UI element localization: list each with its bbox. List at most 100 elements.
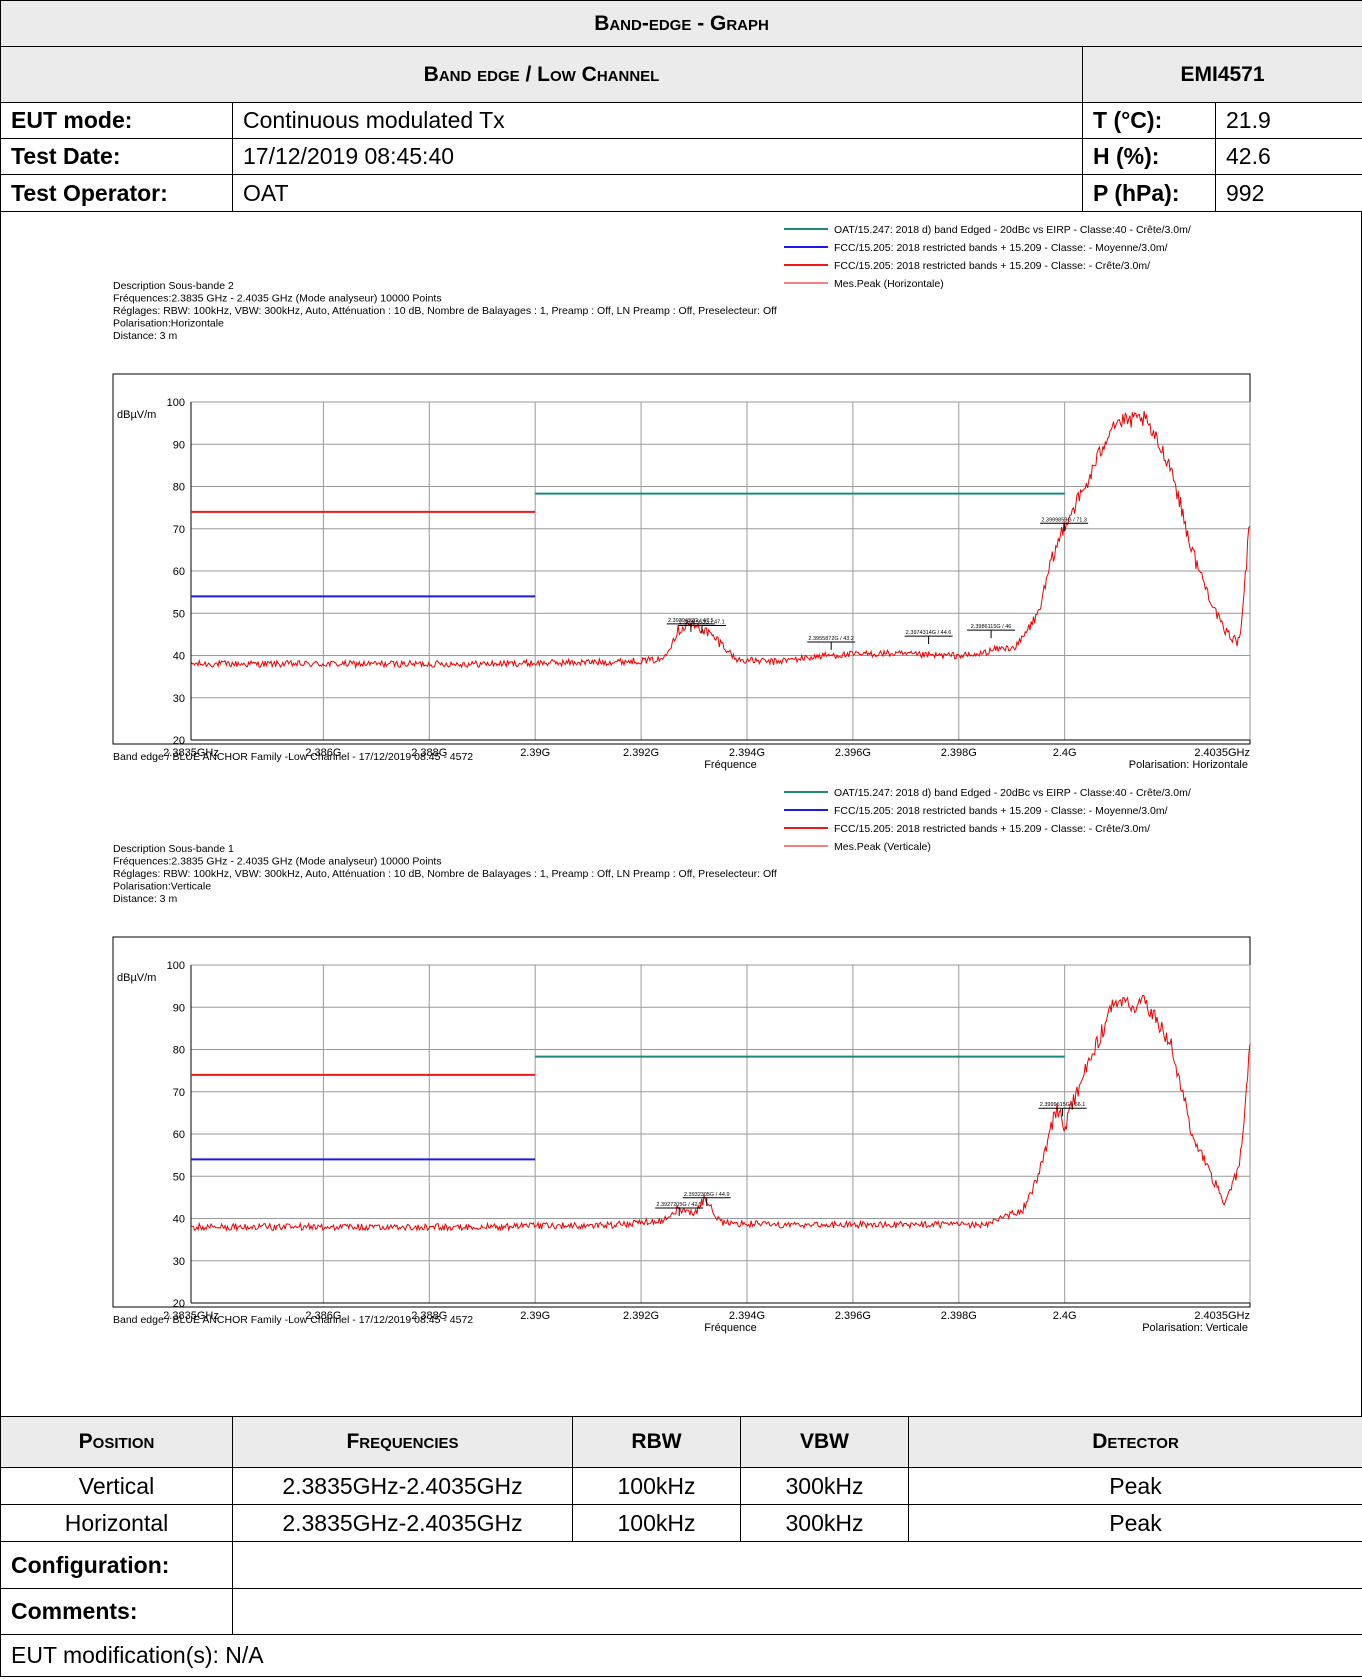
x-tick-label: 2.388G: [411, 1310, 447, 1322]
pressure-value: 992: [1214, 174, 1362, 212]
humidity-label: H (%):: [1082, 138, 1216, 175]
y-tick-label: 60: [173, 1129, 185, 1141]
x-tick-label: 2.398G: [941, 747, 977, 759]
chart-description-line: Distance: 3 m: [113, 893, 177, 905]
x-tick-label: 2.392G: [623, 747, 659, 759]
temperature-label: T (°C):: [1082, 102, 1216, 139]
chart-frame: [112, 936, 1251, 1308]
configuration-label: Configuration:: [0, 1541, 233, 1589]
y-tick-label: 90: [173, 1002, 185, 1014]
test-date-label: Test Date:: [0, 138, 233, 175]
chart-footer: Band edge / BLUE ANCHOR Family -Low Chan…: [113, 1314, 473, 1326]
chart-2: OAT/15.247: 2018 d) band Edged - 20dBc v…: [112, 787, 1251, 1334]
x-tick-label: 2.4G: [1053, 747, 1077, 759]
x-tick-label: 2.3835GHz: [163, 1310, 219, 1322]
y-tick-label: 80: [173, 482, 185, 494]
x-tick-label: 2.4035GHz: [1194, 747, 1250, 759]
col-header-frequencies: Frequencies: [232, 1416, 573, 1468]
col-header-position: Position: [0, 1416, 233, 1468]
chart-description-line: Fréquences:2.3835 GHz - 2.4035 GHz (Mode…: [113, 856, 442, 868]
test-operator-value: OAT: [232, 174, 1083, 212]
x-tick-label: 2.388G: [411, 747, 447, 759]
y-tick-label: 100: [167, 960, 185, 972]
comments-value: [232, 1588, 1362, 1635]
chart-description-line: Distance: 3 m: [113, 330, 177, 342]
x-tick-label: 2.392G: [623, 1310, 659, 1322]
y-tick-label: 30: [173, 693, 185, 705]
cell-rbw: 100kHz: [572, 1467, 741, 1505]
legend-entry: FCC/15.205: 2018 restricted bands + 15.2…: [834, 242, 1168, 254]
legend-entry: FCC/15.205: 2018 restricted bands + 15.2…: [834, 260, 1150, 272]
y-axis-label: dBµV/m: [117, 409, 156, 421]
graphs-section: OAT/15.247: 2018 d) band Edged - 20dBc v…: [0, 211, 1362, 1417]
y-tick-label: 50: [173, 1171, 185, 1183]
chart-description-line: Fréquences:2.3835 GHz - 2.4035 GHz (Mode…: [113, 293, 442, 305]
y-tick-label: 70: [173, 524, 185, 536]
y-tick-label: 40: [173, 651, 185, 663]
legend-entry: OAT/15.247: 2018 d) band Edged - 20dBc v…: [834, 224, 1191, 236]
report-subtitle: Band edge / Low Channel: [0, 46, 1083, 103]
comments-label: Comments:: [0, 1588, 233, 1635]
humidity-value: 42.6: [1214, 138, 1362, 175]
y-tick-label: 100: [167, 397, 185, 409]
measurement-trace: [190, 994, 1251, 1233]
marker-label: 2.3999859G / 71.3: [1041, 517, 1087, 523]
marker-label: 2.3931563G / 47.1: [679, 620, 725, 626]
test-date-value: 17/12/2019 08:45:40: [232, 138, 1083, 175]
marker-label: 2.3927205G / 42.5: [656, 1202, 702, 1208]
legend-entry: FCC/15.205: 2018 restricted bands + 15.2…: [834, 823, 1150, 835]
cell-vbw: 300kHz: [740, 1504, 909, 1542]
measurement-trace: [190, 410, 1251, 670]
chart-frame: [112, 373, 1251, 745]
col-header-vbw: VBW: [740, 1416, 909, 1468]
x-tick-label: 2.386G: [305, 1310, 341, 1322]
y-tick-label: 70: [173, 1087, 185, 1099]
marker-label: 2.3974314G / 44.6: [906, 630, 952, 636]
x-tick-label: 2.3835GHz: [163, 747, 219, 759]
test-operator-label: Test Operator:: [0, 174, 233, 212]
cell-rbw: 100kHz: [572, 1504, 741, 1542]
marker-label: 2.3932305G / 44.9: [684, 1192, 730, 1198]
marker-label: 2.3999615G / 66.1: [1040, 1102, 1086, 1108]
chart-description-line: Description Sous-bande 2: [113, 280, 234, 292]
y-tick-label: 40: [173, 1214, 185, 1226]
cell-position: Vertical: [0, 1467, 233, 1505]
legend-entry: Mes.Peak (Verticale): [834, 841, 931, 853]
y-axis-label: dBµV/m: [117, 972, 156, 984]
x-tick-label: 2.396G: [835, 1310, 871, 1322]
chart-1: OAT/15.247: 2018 d) band Edged - 20dBc v…: [112, 224, 1251, 771]
table-row: Horizontal 2.3835GHz-2.4035GHz 100kHz 30…: [0, 1504, 1362, 1542]
cell-detector: Peak: [908, 1504, 1362, 1542]
legend-entry: OAT/15.247: 2018 d) band Edged - 20dBc v…: [834, 787, 1191, 799]
cell-detector: Peak: [908, 1467, 1362, 1505]
chart-description-line: Réglages: RBW: 100kHz, VBW: 300kHz, Auto…: [113, 868, 777, 880]
chart-description-line: Réglages: RBW: 100kHz, VBW: 300kHz, Auto…: [113, 305, 777, 317]
marker-label: 2.3986115G / 46: [971, 624, 1012, 630]
summary-header-row: Position Frequencies RBW VBW Detector: [0, 1416, 1362, 1468]
x-tick-label: 2.398G: [941, 1310, 977, 1322]
y-tick-label: 30: [173, 1256, 185, 1268]
marker-label: 2.3955872G / 43.2: [808, 636, 854, 642]
chart-description-line: Polarisation:Horizontale: [113, 318, 224, 330]
cell-frequencies: 2.3835GHz-2.4035GHz: [232, 1467, 573, 1505]
y-tick-label: 80: [173, 1045, 185, 1057]
polarisation-note: Polarisation: Verticale: [1142, 1322, 1248, 1334]
x-tick-label: 2.396G: [835, 747, 871, 759]
x-tick-label: 2.39G: [520, 1310, 550, 1322]
report-title: Band-edge - Graph: [0, 0, 1362, 47]
y-tick-label: 90: [173, 439, 185, 451]
configuration-value: [232, 1541, 1362, 1589]
cell-frequencies: 2.3835GHz-2.4035GHz: [232, 1504, 573, 1542]
chart-footer: Band edge / BLUE ANCHOR Family -Low Chan…: [113, 751, 473, 763]
report-reference: EMI4571: [1081, 46, 1362, 103]
legend-entry: FCC/15.205: 2018 restricted bands + 15.2…: [834, 805, 1168, 817]
pressure-label: P (hPa):: [1082, 174, 1216, 212]
x-tick-label: 2.394G: [729, 747, 765, 759]
summary-table: Position Frequencies RBW VBW Detector Ve…: [0, 1416, 1362, 1677]
col-header-rbw: RBW: [572, 1416, 741, 1468]
x-tick-label: 2.4G: [1053, 1310, 1077, 1322]
y-tick-label: 50: [173, 608, 185, 620]
table-row: Vertical 2.3835GHz-2.4035GHz 100kHz 300k…: [0, 1467, 1362, 1505]
x-tick-label: 2.394G: [729, 1310, 765, 1322]
header-table: Band-edge - Graph Band edge / Low Channe…: [0, 0, 1362, 212]
